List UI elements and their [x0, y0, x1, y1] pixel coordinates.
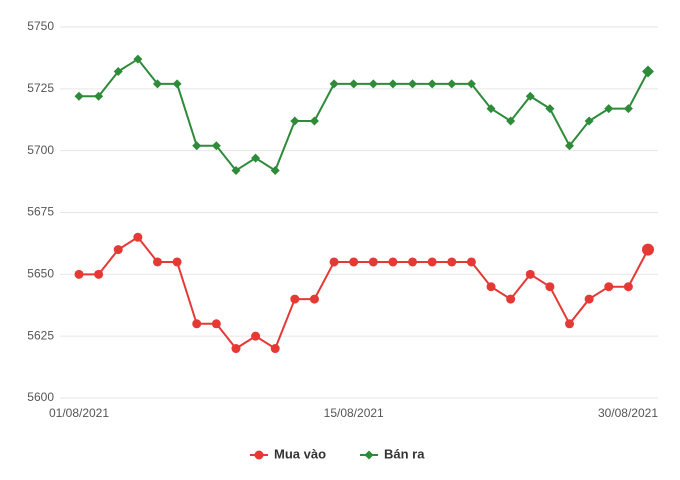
- point: [231, 344, 241, 354]
- point: [211, 141, 221, 151]
- point: [113, 245, 123, 255]
- series-line: [79, 235, 649, 351]
- point: [309, 116, 319, 126]
- point: [642, 243, 654, 256]
- point: [94, 269, 104, 279]
- y-tick-label: 5600: [27, 390, 54, 404]
- point: [565, 319, 575, 329]
- point: [604, 104, 614, 114]
- point: [408, 79, 418, 89]
- point: [349, 79, 359, 89]
- point: [368, 79, 378, 89]
- y-tick-label: 5750: [27, 19, 54, 33]
- point: [642, 65, 654, 78]
- point: [133, 54, 143, 64]
- point: [270, 344, 280, 354]
- legend-label: Bán ra: [384, 446, 425, 461]
- y-tick-label: 5625: [27, 328, 54, 342]
- point: [251, 331, 261, 341]
- point: [486, 104, 496, 114]
- point: [525, 269, 535, 279]
- point: [309, 294, 319, 304]
- point: [349, 257, 359, 267]
- point: [329, 79, 339, 89]
- y-tick-label: 5675: [27, 205, 54, 219]
- legend-marker: [364, 450, 374, 460]
- point: [388, 79, 398, 89]
- point: [231, 165, 241, 175]
- point: [565, 141, 575, 151]
- point: [584, 116, 594, 126]
- point: [545, 104, 555, 114]
- point: [152, 79, 162, 89]
- legend: Mua vào Bán ra: [250, 446, 425, 461]
- point: [623, 282, 633, 292]
- point: [172, 79, 182, 89]
- point: [604, 282, 614, 292]
- legend-marker: [254, 450, 264, 460]
- point: [447, 257, 457, 267]
- point: [94, 91, 104, 101]
- point: [368, 257, 378, 267]
- point: [74, 269, 84, 279]
- y-tick-label: 5650: [27, 267, 54, 281]
- point: [172, 257, 182, 267]
- point: [290, 116, 300, 126]
- point: [525, 91, 535, 101]
- point: [251, 153, 261, 163]
- point: [329, 257, 339, 267]
- point: [192, 141, 202, 151]
- point: [133, 232, 143, 242]
- point: [427, 79, 437, 89]
- point: [290, 294, 300, 304]
- y-tick-label: 5700: [27, 143, 54, 157]
- point: [113, 67, 123, 77]
- point: [623, 104, 633, 114]
- point: [388, 257, 398, 267]
- point: [466, 79, 476, 89]
- legend-label: Mua vào: [274, 446, 326, 461]
- x-tick-label: 15/08/2021: [324, 406, 384, 420]
- x-tick-label: 01/08/2021: [49, 406, 109, 420]
- point: [427, 257, 437, 267]
- series-line: [79, 57, 649, 172]
- point: [74, 91, 84, 101]
- point: [466, 257, 476, 267]
- y-tick-label: 5725: [27, 81, 54, 95]
- point: [447, 79, 457, 89]
- point: [486, 282, 496, 292]
- point: [192, 319, 202, 329]
- point: [584, 294, 594, 304]
- point: [545, 282, 555, 292]
- point: [270, 165, 280, 175]
- point: [211, 319, 221, 329]
- point: [152, 257, 162, 267]
- x-tick-label: 30/08/2021: [598, 406, 658, 420]
- point: [506, 294, 516, 304]
- point: [408, 257, 418, 267]
- point: [506, 116, 516, 126]
